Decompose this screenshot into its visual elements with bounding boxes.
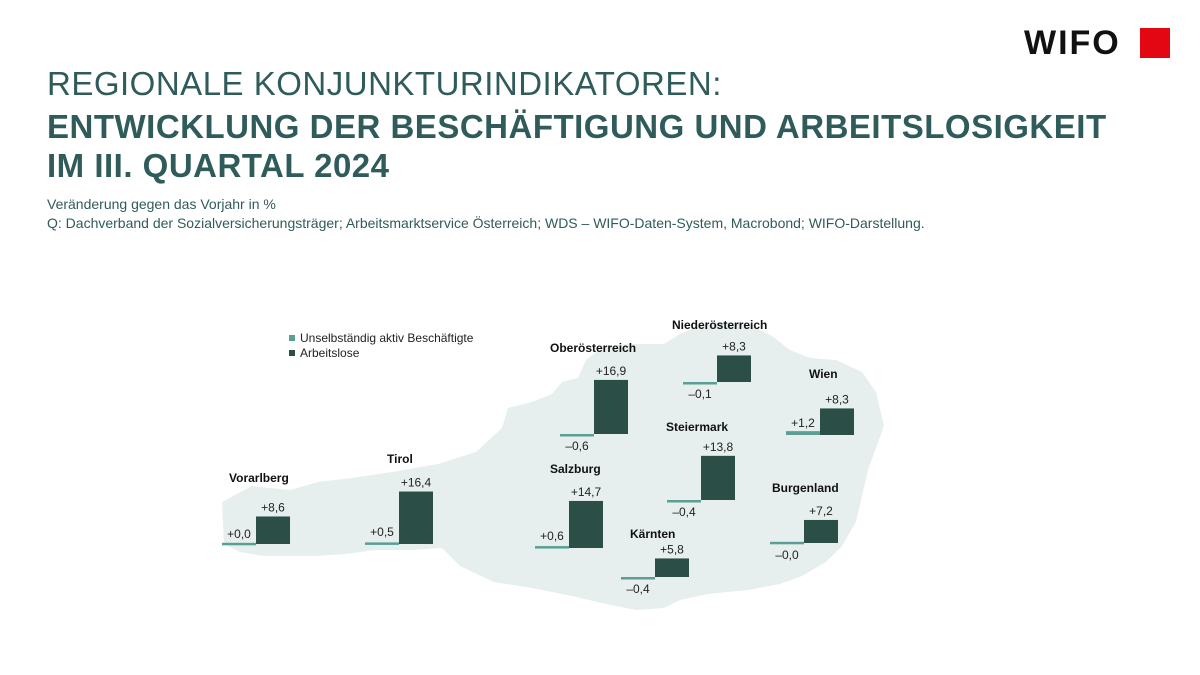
bar-employment-tirol <box>365 542 399 545</box>
bar-employment-niederoesterreich <box>683 382 717 385</box>
region-name-burgenland: Burgenland <box>772 481 839 495</box>
label-employment-vorarlberg: +0,0 <box>227 527 251 541</box>
region-name-vorarlberg: Vorarlberg <box>229 471 289 485</box>
chart-legend: Unselbständig aktiv Beschäftigte Arbeits… <box>289 331 474 360</box>
legend-label-employment: Unselbständig aktiv Beschäftigte <box>300 331 474 345</box>
region-kaernten: Kärnten –0,4 +5,8 <box>621 527 689 596</box>
region-oberoesterreich: Oberösterreich –0,6 +16,9 <box>550 341 636 453</box>
bar-employment-steiermark <box>667 500 701 503</box>
region-salzburg: Salzburg +0,6 +14,7 <box>535 462 603 549</box>
label-unemployment-vorarlberg: +8,6 <box>261 500 285 514</box>
region-name-kaernten: Kärnten <box>630 527 675 541</box>
region-name-salzburg: Salzburg <box>550 462 601 476</box>
legend-swatch-employment <box>289 335 295 341</box>
region-steiermark: Steiermark –0,4 +13,8 <box>666 420 735 519</box>
label-unemployment-wien: +8,3 <box>825 392 849 406</box>
label-employment-niederoesterreich: –0,1 <box>688 387 712 401</box>
bar-employment-kaernten <box>621 577 655 580</box>
chart-subtitle: Veränderung gegen das Vorjahr in % <box>47 196 276 212</box>
bar-unemployment-burgenland <box>804 519 838 543</box>
label-employment-salzburg: +0,6 <box>540 529 564 543</box>
region-wien: Wien +1,2 +8,3 <box>786 367 854 435</box>
label-employment-wien: +1,2 <box>791 416 815 430</box>
page-title-line2: ENTWICKLUNG DER BESCHÄFTIGUNG UND ARBEIT… <box>47 108 1107 145</box>
chart-source: Q: Dachverband der Sozialversicherungstr… <box>47 215 925 231</box>
bar-unemployment-wien <box>820 408 854 435</box>
label-employment-steiermark: –0,4 <box>672 505 696 519</box>
bar-employment-oberoesterreich <box>560 434 594 437</box>
bar-employment-wien <box>786 431 820 435</box>
label-unemployment-steiermark: +13,8 <box>703 440 734 454</box>
austria-map-shape <box>222 322 884 610</box>
label-employment-tirol: +0,5 <box>370 525 394 539</box>
label-unemployment-burgenland: +7,2 <box>809 504 833 518</box>
label-unemployment-niederoesterreich: +8,3 <box>722 339 746 353</box>
region-vorarlberg: Vorarlberg +0,0 +8,6 <box>222 471 290 546</box>
label-unemployment-salzburg: +14,7 <box>571 485 602 499</box>
region-name-niederoesterreich: Niederösterreich <box>672 318 767 332</box>
region-name-tirol: Tirol <box>387 452 413 466</box>
bar-unemployment-oberoesterreich <box>594 379 628 434</box>
bar-unemployment-niederoesterreich <box>717 355 751 382</box>
region-burgenland: Burgenland –0,0 +7,2 <box>770 481 839 562</box>
label-unemployment-kaernten: +5,8 <box>660 542 684 556</box>
label-employment-burgenland: –0,0 <box>775 548 799 562</box>
bar-employment-burgenland <box>770 541 804 545</box>
region-niederoesterreich: Niederösterreich –0,1 +8,3 <box>672 318 767 401</box>
page-title-line1: REGIONALE KONJUNKTURINDIKATOREN: <box>47 65 722 102</box>
region-name-steiermark: Steiermark <box>666 420 728 434</box>
page-title-line3: IM III. QUARTAL 2024 <box>47 147 390 184</box>
logo-text: WIFO <box>1024 24 1121 62</box>
bar-employment-vorarlberg <box>222 542 256 546</box>
bar-unemployment-salzburg <box>569 500 603 548</box>
bar-unemployment-steiermark <box>701 455 735 500</box>
legend-swatch-unemployment <box>289 350 295 356</box>
region-name-oberoesterreich: Oberösterreich <box>550 341 636 355</box>
region-name-wien: Wien <box>809 367 838 381</box>
bar-employment-salzburg <box>535 546 569 549</box>
label-employment-oberoesterreich: –0,6 <box>565 439 589 453</box>
label-unemployment-oberoesterreich: +16,9 <box>596 364 627 378</box>
bar-unemployment-tirol <box>399 491 433 544</box>
label-unemployment-tirol: +16,4 <box>401 476 432 490</box>
legend-label-unemployment: Arbeitslose <box>300 346 360 360</box>
label-employment-kaernten: –0,4 <box>626 582 650 596</box>
bar-unemployment-kaernten <box>655 558 689 577</box>
logo-red-square <box>1140 28 1170 58</box>
bar-unemployment-vorarlberg <box>256 516 290 544</box>
region-tirol: Tirol +0,5 +16,4 <box>365 452 433 545</box>
